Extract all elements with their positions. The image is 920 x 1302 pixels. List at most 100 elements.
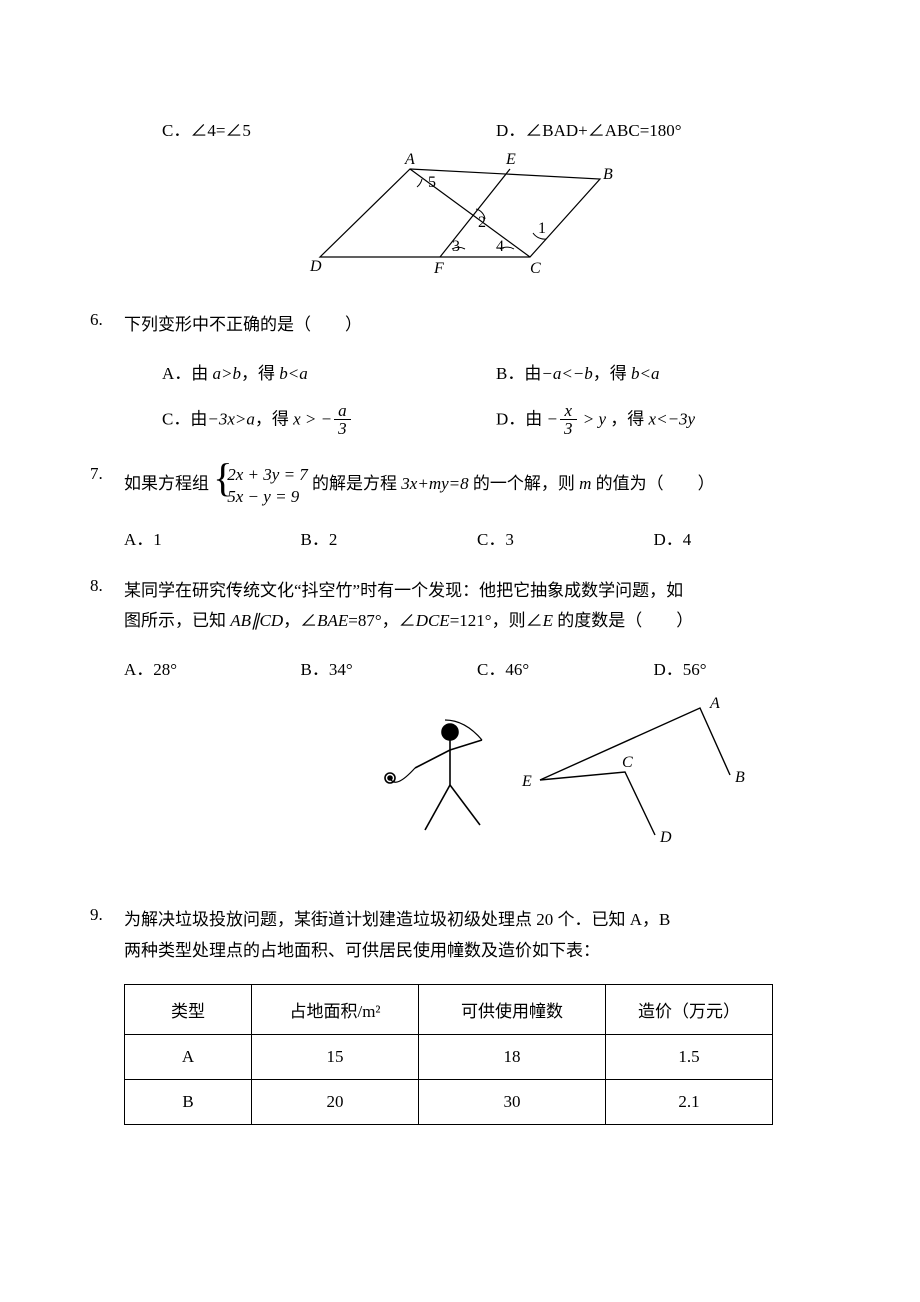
col-area: 占地面积/m²: [252, 985, 419, 1035]
q8-option-b: B．34°: [301, 655, 478, 680]
table-row: B 20 30 2.1: [125, 1080, 773, 1125]
q9-table: 类型 占地面积/m² 可供使用幢数 造价（万元） A 15 18 1.5 B 2…: [124, 984, 773, 1125]
text: B．由: [496, 364, 541, 383]
text: 的解是方程: [308, 474, 402, 493]
math: > y: [579, 409, 611, 428]
angle-2: 2: [478, 214, 486, 231]
fraction-x-over-3: x3: [560, 402, 577, 439]
label-B: B: [603, 166, 613, 183]
text: D．由: [496, 409, 547, 428]
eq1: 2x + 3y = 7: [227, 464, 308, 485]
q7-option-d: D．4: [654, 525, 831, 550]
text: 两种类型处理点的占地面积、可供居民使用幢数及造价如下表：: [124, 941, 600, 960]
cell: 2.1: [606, 1080, 773, 1125]
angle-3: 3: [452, 238, 460, 255]
q5-option-c: C．∠4=∠5: [162, 116, 496, 141]
parallelogram-outline: [320, 169, 600, 257]
q7-option-c: C．3: [477, 525, 654, 550]
q8-stem: 某同学在研究传统文化“抖空竹”时有一个发现：他把它抽象成数学问题，如 图所示，已…: [124, 576, 830, 637]
cell: A: [125, 1035, 252, 1080]
text: C．由: [162, 409, 207, 428]
q6-stem: 下列变形中不正确的是（ ）: [124, 310, 830, 341]
q5-parallelogram-diagram: A E B D F C 5 2 3 4 1: [90, 149, 830, 284]
cell: B: [125, 1080, 252, 1125]
label-D: D: [659, 829, 672, 846]
q6-options-cd: C．由−3x>a，得 x > −a3 D．由 −x3 > y ，得 x<−3y: [162, 402, 830, 439]
q8-number: 8.: [90, 576, 124, 637]
text: 的度数是（ ）: [553, 611, 693, 630]
angle-5: 5: [428, 174, 436, 191]
text: ，得: [610, 409, 648, 428]
text: =121°，则∠: [450, 611, 543, 630]
label-C: C: [622, 754, 633, 771]
math: x > −: [293, 409, 332, 428]
fraction-a-over-3: a3: [334, 402, 351, 439]
q8-options: A．28° B．34° C．46° D．56°: [124, 655, 830, 680]
text: ，得: [255, 409, 293, 428]
q7-option-a: A．1: [124, 525, 301, 550]
text: 为解决垃圾投放问题，某街道计划建造垃圾初级处理点 20 个．已知 A，B: [124, 910, 670, 929]
diabolo-svg: A B C D E: [370, 690, 790, 860]
q7-number: 7.: [90, 464, 124, 507]
text: ，得: [593, 364, 631, 383]
table-header-row: 类型 占地面积/m² 可供使用幢数 造价（万元）: [125, 985, 773, 1035]
q7-stem: 如果方程组 2x + 3y = 75x − y = 9 的解是方程 3x+my=…: [124, 464, 830, 507]
math: 3x+my=8: [401, 474, 468, 493]
angle-1: 1: [538, 220, 546, 237]
frac-den: 3: [334, 420, 351, 438]
q8-option-d: D．56°: [654, 655, 831, 680]
option-label: D．∠BAD+∠ABC=180°: [496, 121, 682, 140]
q7-options: A．1 B．2 C．3 D．4: [124, 525, 830, 550]
cell: 15: [252, 1035, 419, 1080]
cell: 30: [419, 1080, 606, 1125]
label-A: A: [404, 151, 415, 168]
text: ，得: [241, 364, 279, 383]
q8-option-a: A．28°: [124, 655, 301, 680]
q5-option-d: D．∠BAD+∠ABC=180°: [496, 116, 830, 141]
table-row: A 15 18 1.5: [125, 1035, 773, 1080]
q6-option-b: B．由−a<−b，得 b<a: [496, 359, 830, 384]
question-8: 8. 某同学在研究传统文化“抖空竹”时有一个发现：他把它抽象成数学问题，如 图所…: [90, 576, 830, 865]
question-5-continued: C．∠4=∠5 D．∠BAD+∠ABC=180° A E: [90, 116, 830, 284]
text: 某同学在研究传统文化“抖空竹”时有一个发现：他把它抽象成数学问题，如: [124, 581, 683, 600]
person-icon: [385, 720, 482, 830]
cell: 1.5: [606, 1035, 773, 1080]
text: 如果方程组: [124, 474, 213, 493]
label-C: C: [530, 260, 541, 277]
eq2: 5x − y = 9: [227, 486, 308, 507]
frac-num: x: [560, 402, 577, 421]
math: E: [543, 611, 553, 630]
text: 的一个解，则: [469, 474, 580, 493]
q7-option-b: B．2: [301, 525, 478, 550]
text: A．由: [162, 364, 213, 383]
math: DCE: [416, 611, 450, 630]
math: b<a: [279, 364, 307, 383]
question-7: 7. 如果方程组 2x + 3y = 75x − y = 9 的解是方程 3x+…: [90, 464, 830, 550]
q6-option-d: D．由 −x3 > y ，得 x<−3y: [496, 402, 830, 439]
math: −3x>a: [207, 409, 255, 428]
question-6: 6. 下列变形中不正确的是（ ） A．由 a>b，得 b<a B．由−a<−b，…: [90, 310, 830, 438]
frac-num: a: [334, 402, 351, 421]
q6-option-c: C．由−3x>a，得 x > −a3: [162, 402, 496, 439]
text: 的值为（ ）: [591, 474, 714, 493]
math: a>b: [213, 364, 241, 383]
math: x<−3y: [649, 409, 696, 428]
q6-option-a: A．由 a>b，得 b<a: [162, 359, 496, 384]
label-E: E: [505, 151, 516, 168]
cell: 18: [419, 1035, 606, 1080]
text: ，∠: [283, 611, 317, 630]
math: −: [547, 409, 558, 428]
geometry-lines: [540, 708, 730, 835]
q9-number: 9.: [90, 905, 124, 966]
col-type: 类型: [125, 985, 252, 1035]
q8-diagram: A B C D E: [90, 690, 830, 865]
option-label: C．∠4=∠5: [162, 121, 251, 140]
parallelogram-svg: A E B D F C 5 2 3 4 1: [300, 149, 620, 279]
equation-system: 2x + 3y = 75x − y = 9: [213, 464, 308, 507]
col-cost: 造价（万元）: [606, 985, 773, 1035]
label-E: E: [521, 773, 532, 790]
q6-number: 6.: [90, 310, 124, 341]
text: 图所示，已知: [124, 611, 230, 630]
label-B: B: [735, 769, 745, 786]
label-D: D: [309, 258, 322, 275]
